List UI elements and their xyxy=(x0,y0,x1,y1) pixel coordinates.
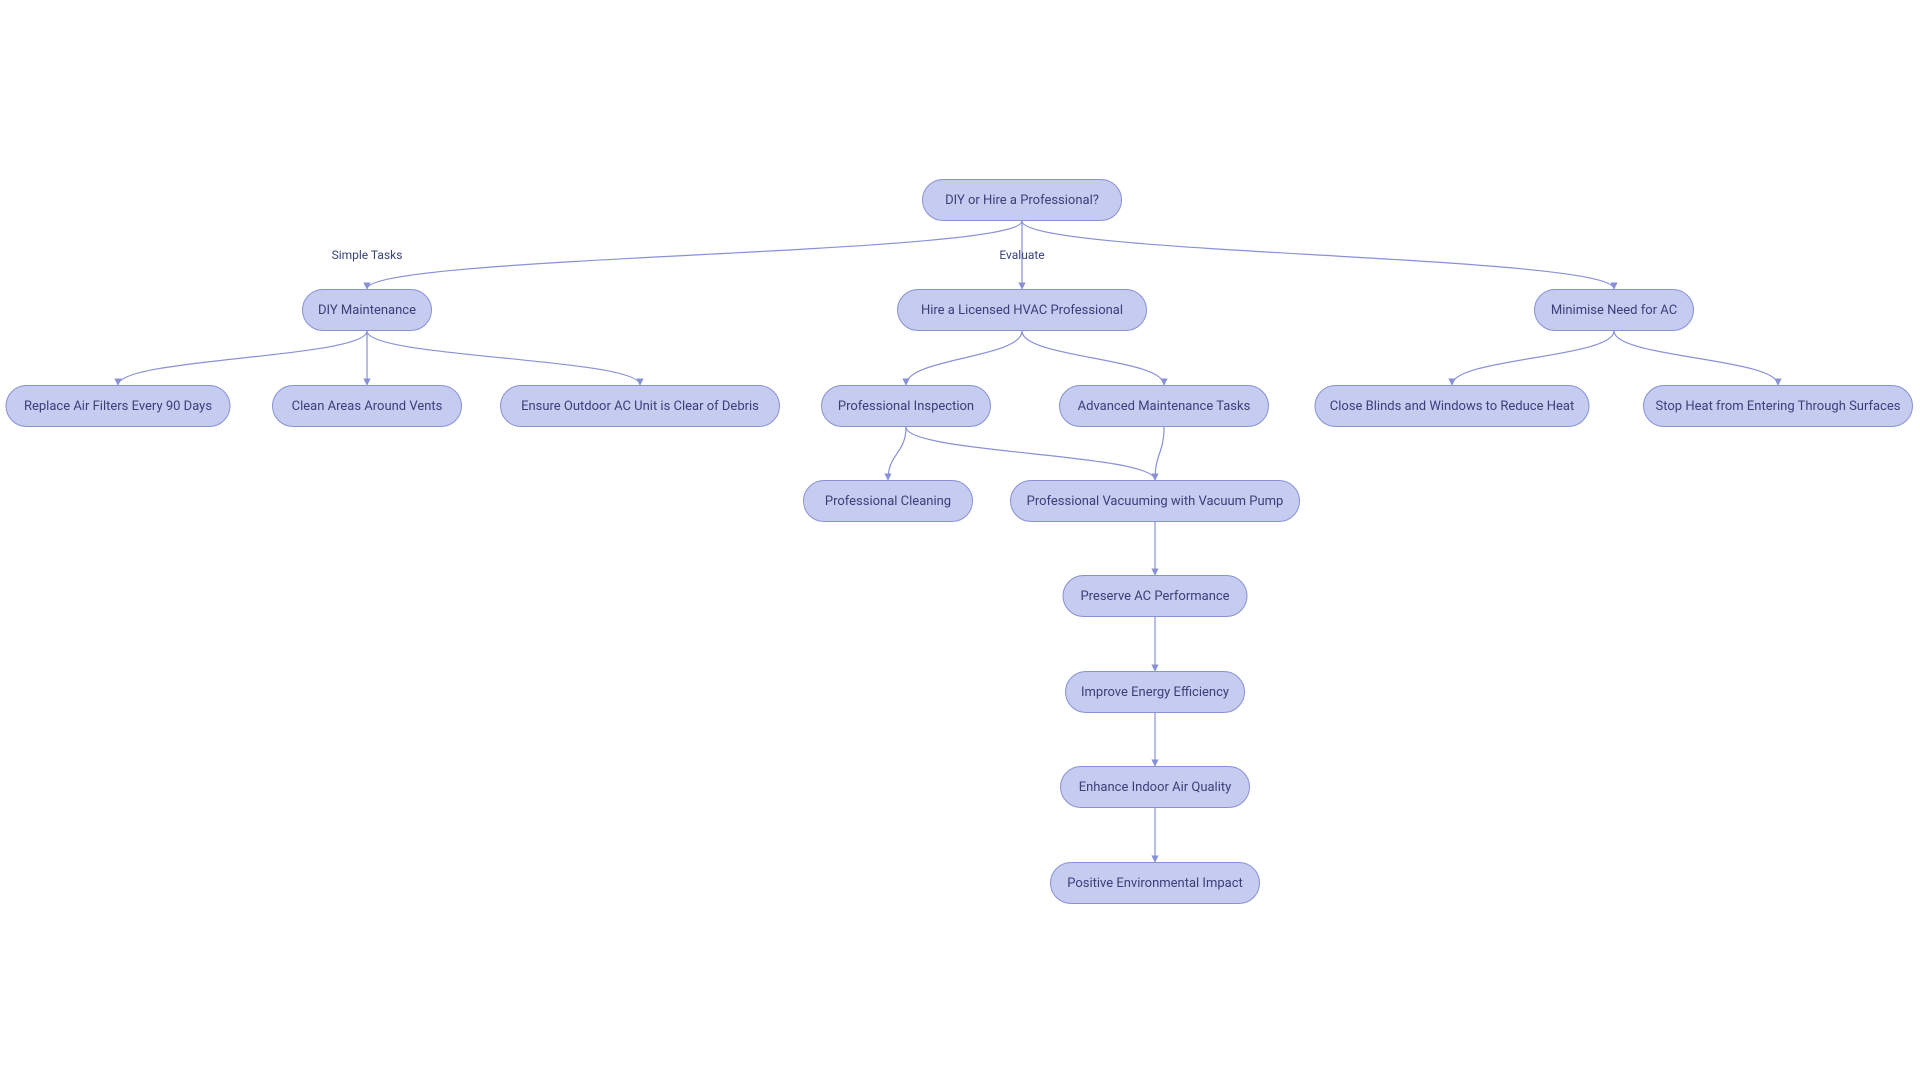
edge-advanced-vacuum xyxy=(1155,427,1164,480)
edge-hire-inspect xyxy=(906,331,1022,385)
node-vacuum: Professional Vacuuming with Vacuum Pump xyxy=(1010,480,1300,522)
node-vents: Clean Areas Around Vents xyxy=(272,385,462,427)
flowchart-canvas: DIY or Hire a Professional? DIY Maintenan… xyxy=(0,0,1920,1080)
node-root: DIY or Hire a Professional? xyxy=(922,179,1122,221)
node-inspect: Professional Inspection xyxy=(821,385,991,427)
node-cleaning: Professional Cleaning xyxy=(803,480,973,522)
node-debris: Ensure Outdoor AC Unit is Clear of Debri… xyxy=(500,385,780,427)
edge-label-root-hire: Evaluate xyxy=(999,248,1044,262)
edge-minimise-surfaces xyxy=(1614,331,1778,385)
node-minimise: Minimise Need for AC xyxy=(1534,289,1694,331)
edge-label-root-diy: Simple Tasks xyxy=(332,248,403,262)
edge-minimise-blinds xyxy=(1452,331,1614,385)
node-filters: Replace Air Filters Every 90 Days xyxy=(6,385,231,427)
edge-diy-debris xyxy=(367,331,640,385)
node-env: Positive Environmental Impact xyxy=(1050,862,1260,904)
node-blinds: Close Blinds and Windows to Reduce Heat xyxy=(1315,385,1590,427)
edge-inspect-vacuum xyxy=(906,427,1155,480)
node-hire: Hire a Licensed HVAC Professional xyxy=(897,289,1147,331)
edge-root-minimise xyxy=(1022,221,1614,289)
node-air: Enhance Indoor Air Quality xyxy=(1060,766,1250,808)
node-surfaces: Stop Heat from Entering Through Surfaces xyxy=(1643,385,1913,427)
node-diy: DIY Maintenance xyxy=(302,289,432,331)
node-energy: Improve Energy Efficiency xyxy=(1065,671,1245,713)
edges-layer xyxy=(0,0,1920,1080)
node-preserve: Preserve AC Performance xyxy=(1063,575,1248,617)
node-advanced: Advanced Maintenance Tasks xyxy=(1059,385,1269,427)
edge-hire-advanced xyxy=(1022,331,1164,385)
edge-diy-filters xyxy=(118,331,367,385)
edge-inspect-cleaning xyxy=(888,427,906,480)
edge-root-diy xyxy=(367,221,1022,289)
